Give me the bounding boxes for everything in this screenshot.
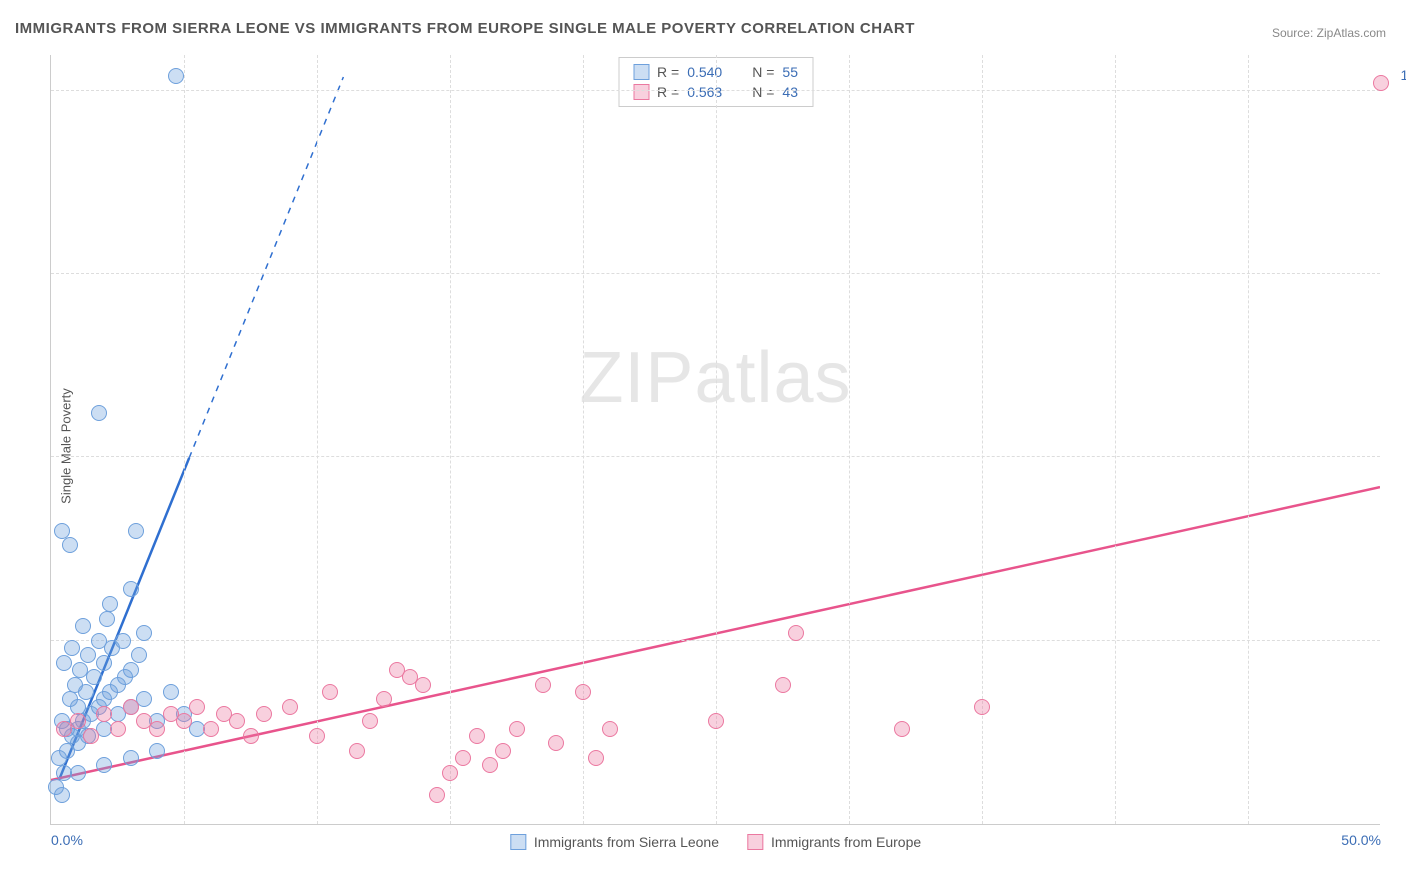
y-tick-label: 50.0%	[1388, 433, 1406, 449]
scatter-point	[168, 68, 184, 84]
scatter-point	[455, 750, 471, 766]
scatter-point	[482, 757, 498, 773]
scatter-point	[123, 750, 139, 766]
y-tick-label: 75.0%	[1388, 250, 1406, 266]
scatter-point	[70, 713, 86, 729]
scatter-point	[788, 625, 804, 641]
scatter-point	[136, 625, 152, 641]
scatter-point	[110, 721, 126, 737]
scatter-point	[469, 728, 485, 744]
legend-swatch	[510, 834, 526, 850]
scatter-point	[115, 633, 131, 649]
gridline-vertical	[317, 55, 318, 824]
scatter-point	[189, 699, 205, 715]
scatter-point	[1373, 75, 1389, 91]
scatter-point	[349, 743, 365, 759]
x-tick-label: 0.0%	[51, 832, 83, 848]
scatter-point	[123, 662, 139, 678]
series-legend-item: Immigrants from Europe	[747, 834, 921, 850]
gridline-vertical	[1115, 55, 1116, 824]
scatter-point	[83, 728, 99, 744]
y-tick-label: 100.0%	[1388, 67, 1406, 83]
scatter-point	[91, 633, 107, 649]
scatter-point	[163, 684, 179, 700]
gridline-vertical	[1248, 55, 1249, 824]
scatter-point	[123, 699, 139, 715]
scatter-point	[429, 787, 445, 803]
legend-swatch	[633, 64, 649, 80]
scatter-point	[203, 721, 219, 737]
scatter-point	[70, 765, 86, 781]
gridline-vertical	[849, 55, 850, 824]
scatter-point	[62, 537, 78, 553]
scatter-point	[91, 405, 107, 421]
scatter-point	[96, 655, 112, 671]
scatter-point	[575, 684, 591, 700]
watermark-thin: atlas	[694, 338, 851, 418]
source-label: Source: ZipAtlas.com	[1272, 26, 1386, 40]
scatter-point	[535, 677, 551, 693]
scatter-point	[229, 713, 245, 729]
scatter-point	[96, 706, 112, 722]
r-label: R =	[657, 64, 679, 80]
scatter-point	[131, 647, 147, 663]
n-label: N =	[752, 64, 774, 80]
scatter-point	[62, 691, 78, 707]
scatter-point	[99, 611, 115, 627]
scatter-point	[495, 743, 511, 759]
scatter-point	[708, 713, 724, 729]
scatter-point	[322, 684, 338, 700]
y-tick-label: 25.0%	[1388, 617, 1406, 633]
series-legend-item: Immigrants from Sierra Leone	[510, 834, 719, 850]
n-value: 55	[782, 64, 798, 80]
series-name: Immigrants from Sierra Leone	[534, 834, 719, 850]
watermark-bold: ZIP	[579, 338, 694, 418]
series-name: Immigrants from Europe	[771, 834, 921, 850]
scatter-point	[415, 677, 431, 693]
scatter-point	[243, 728, 259, 744]
scatter-point	[282, 699, 298, 715]
chart-title: IMMIGRANTS FROM SIERRA LEONE VS IMMIGRAN…	[15, 20, 915, 37]
n-label: N =	[752, 84, 774, 100]
scatter-point	[102, 596, 118, 612]
scatter-point	[894, 721, 910, 737]
scatter-point	[64, 640, 80, 656]
scatter-point	[376, 691, 392, 707]
n-value: 43	[782, 84, 798, 100]
scatter-point	[80, 647, 96, 663]
r-label: R =	[657, 84, 679, 100]
scatter-point	[54, 523, 70, 539]
scatter-point	[256, 706, 272, 722]
legend-swatch	[633, 84, 649, 100]
scatter-point	[442, 765, 458, 781]
gridline-vertical	[583, 55, 584, 824]
scatter-point	[54, 787, 70, 803]
scatter-point	[75, 618, 91, 634]
scatter-point	[974, 699, 990, 715]
plot-area: ZIPatlas R =0.540N =55R =0.563N =43 Immi…	[50, 55, 1380, 825]
scatter-point	[123, 581, 139, 597]
scatter-point	[72, 662, 88, 678]
x-tick-label: 50.0%	[1341, 832, 1381, 848]
scatter-point	[602, 721, 618, 737]
legend-swatch	[747, 834, 763, 850]
scatter-point	[128, 523, 144, 539]
scatter-point	[362, 713, 378, 729]
scatter-point	[96, 757, 112, 773]
series-legend: Immigrants from Sierra Leone Immigrants f…	[510, 834, 921, 850]
scatter-point	[56, 655, 72, 671]
scatter-point	[548, 735, 564, 751]
scatter-point	[588, 750, 604, 766]
scatter-point	[176, 713, 192, 729]
gridline-vertical	[716, 55, 717, 824]
scatter-point	[149, 743, 165, 759]
gridline-vertical	[450, 55, 451, 824]
scatter-point	[509, 721, 525, 737]
scatter-point	[149, 721, 165, 737]
scatter-point	[309, 728, 325, 744]
scatter-point	[775, 677, 791, 693]
scatter-point	[67, 677, 83, 693]
